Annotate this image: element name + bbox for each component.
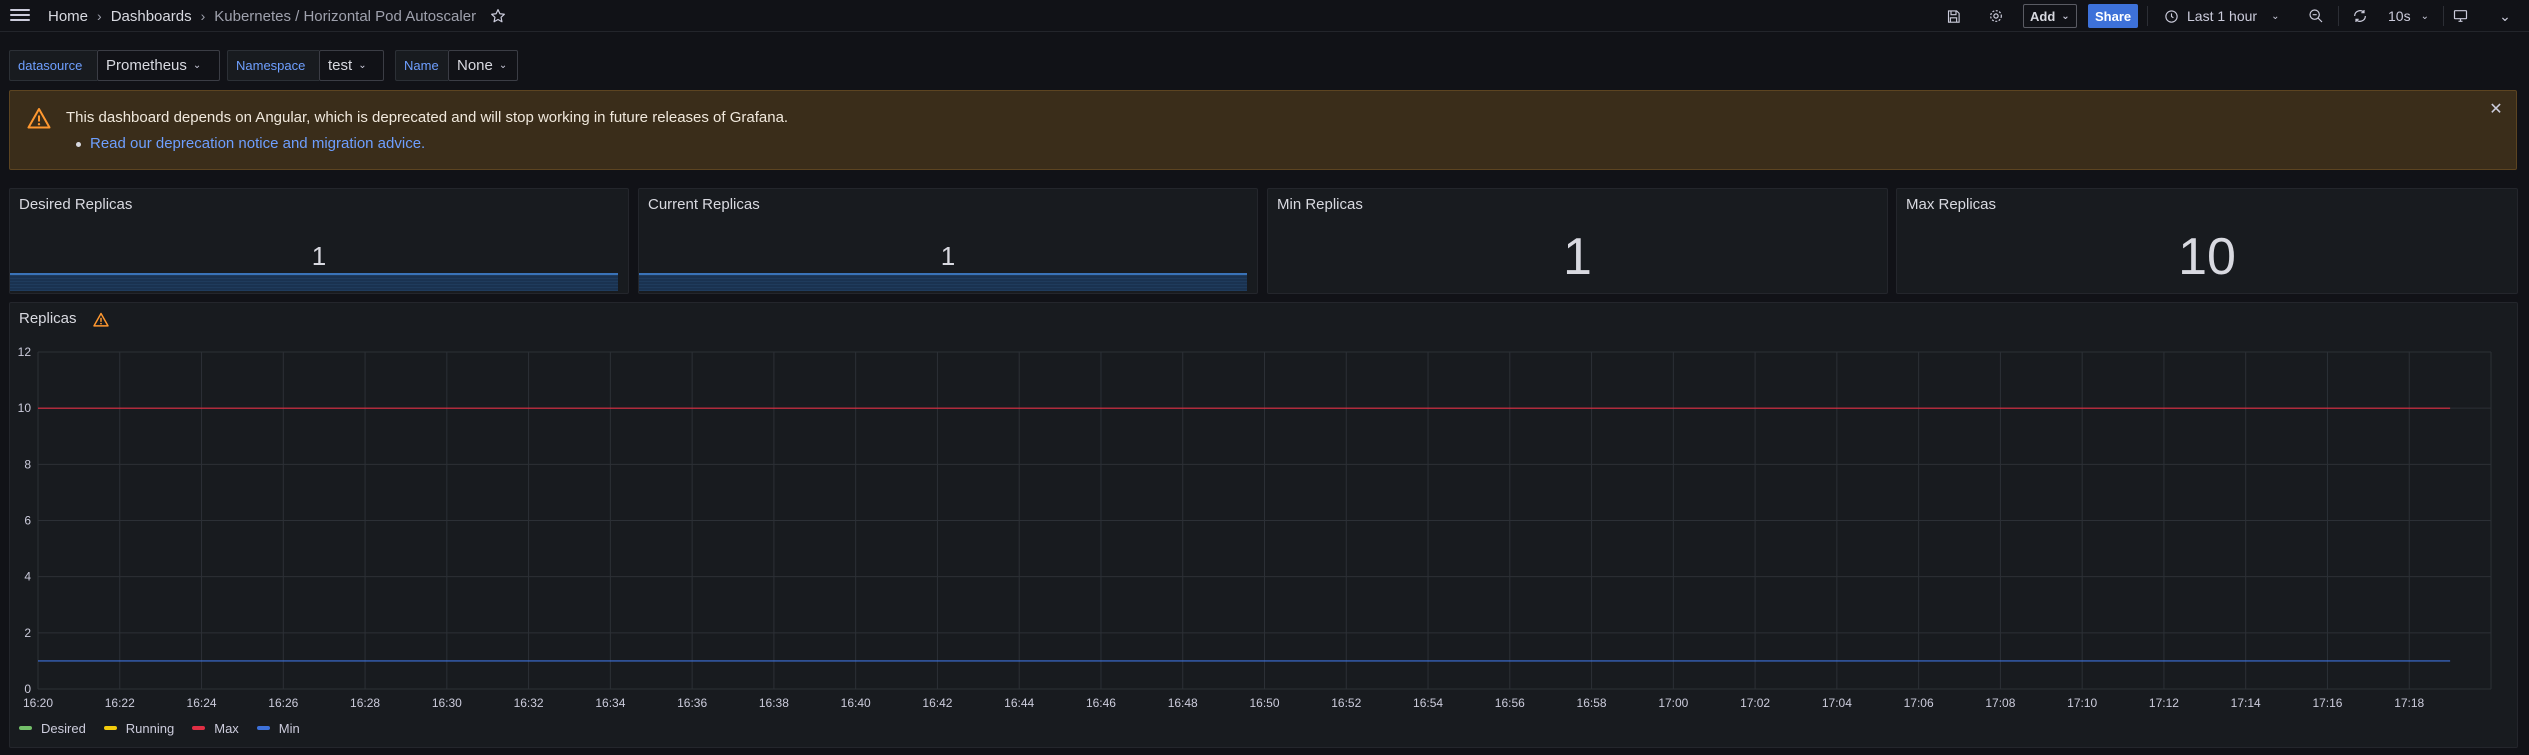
chevron-down-icon: ⌄: [498, 60, 508, 71]
panel-title: Current Replicas: [648, 196, 760, 213]
chevron-down-icon: ⌄: [2420, 10, 2429, 22]
save-icon: [1947, 9, 1960, 23]
list-bullet: [76, 142, 81, 147]
view-mode-button[interactable]: [2450, 4, 2470, 28]
panel-title: Desired Replicas: [19, 196, 133, 213]
gear-icon: [1990, 10, 2002, 22]
legend-swatch: [19, 726, 32, 730]
legend-item-running[interactable]: Running: [103, 720, 175, 736]
star-icon[interactable]: [490, 8, 506, 24]
add-button[interactable]: Add ⌄: [2023, 4, 2077, 28]
variable-label-datasource: datasource: [9, 50, 97, 81]
time-range-label: Last 1 hour: [2187, 8, 2258, 24]
stat-panel-current-replicas: Current Replicas 1: [638, 188, 1258, 294]
stat-value: 1: [940, 241, 956, 271]
chevron-down-icon: ⌄: [2061, 10, 2070, 22]
sparkline: [639, 273, 1247, 291]
variable-value-name: None: [457, 57, 493, 74]
clock-icon: [2165, 9, 2178, 23]
refresh-icon: [2354, 10, 2366, 22]
legend-swatch: [192, 726, 206, 730]
share-button-label: Share: [2095, 8, 2132, 24]
chevron-down-icon: ⌄: [2271, 10, 2280, 22]
stat-value: 10: [2178, 228, 2236, 286]
panel-title: Min Replicas: [1277, 196, 1363, 213]
zoom-out-button[interactable]: [2306, 4, 2326, 28]
variable-value-datasource: Prometheus: [106, 57, 187, 74]
time-range-picker[interactable]: Last 1 hour ⌄: [2164, 4, 2279, 28]
panel-title: Max Replicas: [1906, 196, 1997, 213]
panel-warning-icon[interactable]: [93, 312, 109, 327]
toolbar: Add ⌄ Share Last 1 hour ⌄ 10s ⌄ ⌄: [0, 0, 2529, 32]
legend-label: Min: [278, 720, 300, 736]
settings-button[interactable]: [1986, 4, 2006, 28]
zoom-out-icon: [2309, 9, 2323, 23]
sparkline: [10, 273, 618, 291]
chevron-down-icon: ⌄: [358, 60, 367, 71]
top-navbar: Home › Dashboards › Kubernetes / Horizon…: [0, 0, 2529, 32]
variable-label-name: Name: [395, 50, 448, 81]
legend-item-desired[interactable]: Desired: [19, 721, 86, 736]
toolbar-divider: [2147, 6, 2148, 26]
stat-panel-max-replicas: Max Replicas 10: [1896, 188, 2518, 294]
close-icon[interactable]: ✕: [2489, 101, 2503, 118]
page-title: Kubernetes / Horizontal Pod Autoscaler: [214, 7, 477, 25]
refresh-interval-picker[interactable]: 10s ⌄: [2388, 4, 2429, 28]
angular-deprecation-alert: This dashboard depends on Angular, which…: [9, 90, 2517, 170]
legend-swatch: [103, 726, 117, 730]
legend-label: Desired: [41, 720, 86, 736]
breadcrumb-home[interactable]: Home: [48, 7, 89, 25]
breadcrumb-dashboards[interactable]: Dashboards: [110, 7, 192, 25]
chart-legend: Desired Running Max Min: [19, 719, 318, 737]
add-button-label: Add: [2030, 8, 2056, 24]
legend-item-min[interactable]: Min: [256, 720, 300, 736]
breadcrumb-separator-icon: ›: [200, 8, 206, 24]
legend-swatch: [256, 726, 270, 730]
stat-panel-desired-replicas: Desired Replicas 1: [9, 188, 629, 294]
monitor-icon: [2453, 10, 2467, 22]
legend-label: Max: [214, 720, 239, 736]
stat-panel-min-replicas: Min Replicas 1: [1267, 188, 1888, 294]
alert-title: This dashboard depends on Angular, which…: [66, 109, 789, 126]
share-button[interactable]: Share: [2088, 4, 2139, 28]
variable-select-name[interactable]: None ⌄: [448, 50, 518, 81]
variable-label-namespace: Namespace: [227, 50, 319, 81]
variable-select-datasource[interactable]: Prometheus ⌄: [97, 50, 220, 81]
graph-panel-replicas: Replicas: [9, 302, 2518, 748]
deprecation-notice-link[interactable]: Read our deprecation notice and migratio…: [90, 135, 426, 152]
collapse-toolbar-button[interactable]: ⌄: [2495, 4, 2515, 28]
panel-title: Replicas: [19, 310, 77, 327]
stat-value: 1: [311, 241, 327, 271]
chevron-down-icon: ⌄: [192, 60, 202, 71]
legend-label: Running: [125, 720, 175, 736]
breadcrumb: Home › Dashboards › Kubernetes / Horizon…: [48, 5, 506, 27]
toolbar-divider: [2443, 6, 2444, 26]
hamburger-menu-icon[interactable]: [10, 6, 30, 26]
refresh-interval-label: 10s: [2388, 8, 2411, 24]
toolbar-divider: [2338, 6, 2339, 26]
save-dashboard-button[interactable]: [1943, 4, 1963, 28]
breadcrumb-separator-icon: ›: [97, 8, 102, 24]
stat-value: 1: [1563, 228, 1592, 286]
refresh-button[interactable]: [2350, 4, 2370, 28]
variable-select-namespace[interactable]: test ⌄: [319, 50, 384, 81]
variable-value-namespace: test: [328, 57, 353, 74]
legend-item-max[interactable]: Max: [192, 721, 239, 736]
warning-icon: [27, 108, 51, 129]
chevron-down-icon: ⌄: [2499, 7, 2511, 24]
